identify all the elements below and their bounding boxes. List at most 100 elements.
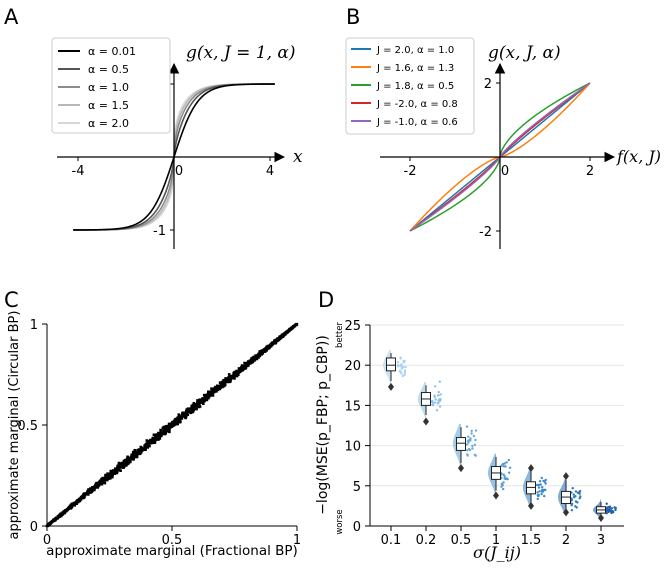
panel-d-point [608, 507, 611, 511]
panel-c-plot: 00 0.5 0.5 1 1 approximate marginal (Fractio… [7, 311, 301, 559]
panel-d-outlier [528, 464, 534, 473]
panel-label-c: C [4, 288, 19, 312]
panel-d-outlier [388, 382, 394, 391]
panel-d-marks [383, 349, 617, 522]
panel-d-ytick-label: 25 [344, 319, 361, 334]
panel-d-point [502, 487, 505, 491]
panel-d-ytick-label: 20 [344, 359, 361, 374]
panel-d-point [538, 480, 542, 483]
panel-d-point [608, 505, 612, 508]
panel-b-legend: J = 2.0, α = 1.0 J = 1.6, α = 1.3 J = 1.8,… [345, 37, 475, 135]
panel-c-ylabel: approximate marginal (Circular BP) [7, 311, 22, 540]
panel-d-point [465, 443, 469, 446]
panel-d-point [574, 495, 577, 498]
panel-b-ticks: -2 0 2 2 -2 [404, 77, 595, 240]
panel-b-plot: -2 0 2 2 -2 f(x, J) g(x, J, α) J = 2.0, α = … [345, 37, 661, 249]
panel-d-point [503, 477, 506, 480]
panel-b-xtick-label: -2 [404, 164, 417, 179]
panel-d-xlabel: σ(J_ij) [473, 543, 521, 562]
panel-d-point [540, 476, 543, 480]
panel-c-xtick-label: 0 [43, 533, 51, 548]
panel-d-point [433, 401, 437, 404]
panel-d-ytick-label: 10 [344, 440, 361, 455]
panel-b-legend-label: J = -1.0, α = 0.6 [376, 117, 458, 128]
panel-d-xtick-label: 3 [597, 533, 605, 548]
panel-d-point [435, 409, 439, 412]
panel-d-point [438, 398, 441, 401]
panel-d-point [572, 493, 575, 496]
panel-d-xtick-label: 0.5 [451, 533, 472, 548]
panel-c-ticks: 00 0.5 0.5 1 1 [17, 318, 301, 548]
panel-b-ytick-label: -2 [479, 225, 492, 240]
panel-d-ylabel-worse: worse [335, 509, 345, 534]
panel-a-ytick-label: -1 [153, 224, 166, 239]
panel-d-point [502, 465, 505, 468]
panel-d-box [456, 437, 466, 451]
panel-c-ytick-label: 1 [30, 318, 38, 333]
panel-d-point [539, 483, 542, 486]
panel-d-point [403, 373, 406, 376]
panel-d-point [578, 492, 581, 495]
panel-a-title: g(x, J = 1, α) [186, 43, 296, 63]
panel-d-point [438, 380, 441, 383]
panel-d-outlier [493, 491, 499, 500]
panel-a-xtick-label: 0 [175, 164, 183, 179]
panel-b-legend-label: J = 2.0, α = 1.0 [376, 45, 454, 56]
panel-d-point [396, 364, 400, 367]
panel-d-point [436, 394, 440, 397]
panel-d-point [474, 438, 477, 442]
panel-d-xtick-label: 0.2 [416, 533, 437, 548]
panel-b-legend-label: J = -2.0, α = 0.8 [376, 99, 458, 110]
panel-d-point [469, 439, 472, 442]
panel-d-point [611, 510, 614, 513]
panel-label-d: D [318, 288, 334, 312]
panel-d-point [605, 502, 608, 505]
panel-d-box [386, 357, 396, 372]
panel-a-plot: -4041-1 x g(x, J = 1, α) α = 0.01α = 0.5… [51, 37, 303, 249]
panel-d-point [536, 497, 539, 501]
panel-d-point [467, 435, 470, 438]
panel-a-legend-label: α = 1.5 [88, 99, 129, 112]
panel-b-legend-frame [345, 37, 475, 135]
panel-d-point [503, 462, 506, 465]
panel-d-point [431, 399, 434, 403]
panel-d-point [471, 444, 474, 448]
panel-d-point [439, 393, 442, 396]
panel-b-title: g(x, J, α) [488, 43, 561, 63]
panel-d-point [544, 478, 547, 482]
panel-d-point [610, 507, 613, 510]
panel-d-point [576, 491, 579, 494]
panel-a-xlabel: x [293, 147, 303, 167]
panel-d-point [614, 508, 617, 512]
panel-d-point [396, 361, 400, 364]
panel-d-point [540, 492, 543, 496]
panel-d-point [473, 443, 477, 446]
panel-d-point [469, 437, 472, 440]
panel-d-outlier [598, 513, 604, 522]
panel-d-xtick-label: 1.5 [521, 533, 542, 548]
panel-b-legend-label: J = 1.8, α = 0.5 [376, 81, 454, 92]
panel-d-point [576, 501, 579, 504]
panel-d-point [570, 509, 574, 512]
panel-d-point [473, 453, 477, 456]
panel-d-point [466, 449, 469, 452]
panel-d-point [574, 490, 578, 493]
panel-d-point [437, 390, 440, 394]
panel-a-legend-label: α = 0.01 [88, 45, 136, 58]
panel-d-point [575, 506, 578, 509]
panel-d-ytick-label: 0 [353, 520, 361, 535]
panel-d-outlier [423, 417, 429, 426]
panel-a-legend: α = 0.01 α = 0.5 α = 1.0 α = 1.5 α = 2.0 [51, 37, 171, 134]
panel-d-point [501, 462, 505, 466]
panel-d-outlier [563, 472, 569, 481]
panel-d-point [508, 466, 512, 469]
panel-c-ytick-label: 0 [30, 520, 38, 535]
panel-d-point [431, 404, 435, 407]
panel-a-legend-label: α = 0.5 [88, 63, 129, 76]
panel-d-point [570, 502, 574, 506]
panel-d-point [472, 434, 476, 438]
panel-d-point [437, 401, 440, 404]
panel-d-point [400, 372, 403, 375]
panel-d-point [471, 447, 474, 450]
